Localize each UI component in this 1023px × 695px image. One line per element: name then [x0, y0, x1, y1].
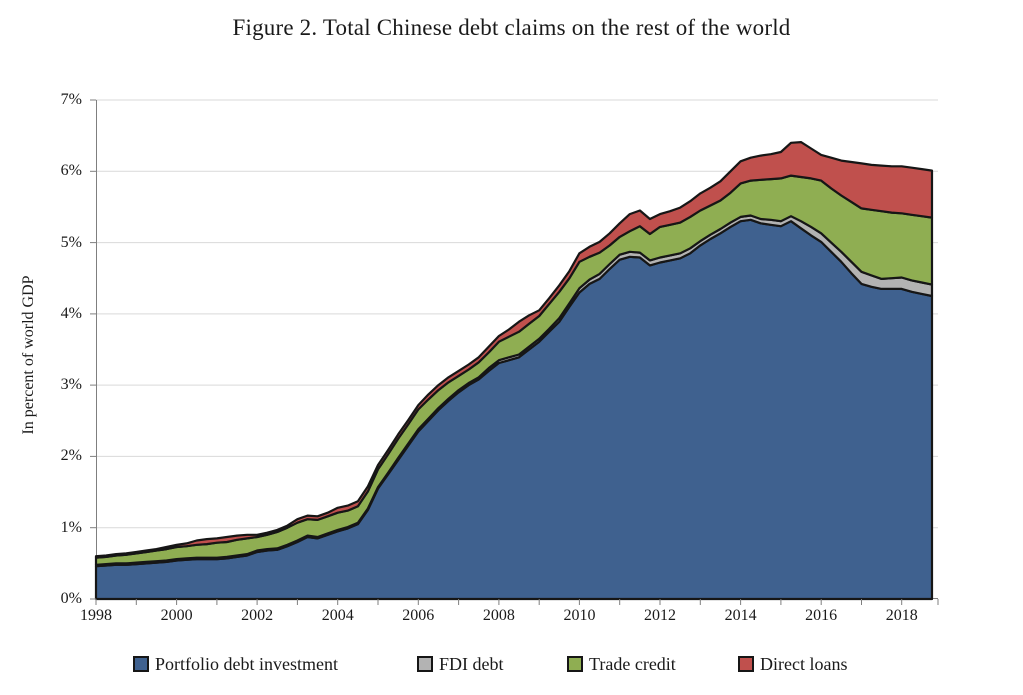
y-tick-label-1pct: 1% [60, 518, 82, 536]
y-tick-label-0pct: 0% [60, 590, 82, 607]
legend-label-fdi-debt: FDI debt [439, 653, 504, 674]
area-direct-loans [94, 140, 934, 559]
y-axis-title: In percent of world GDP [20, 275, 37, 435]
chart-title: Figure 2. Total Chinese debt claims on t… [232, 15, 791, 40]
plot-area [90, 99, 939, 605]
x-tick-label-2016: 2016 [805, 607, 838, 624]
x-tick-label-2018: 2018 [885, 607, 918, 624]
x-tick-label-2000: 2000 [160, 607, 193, 624]
legend-item-portfolio-debt-investment: Portfolio debt investment [133, 653, 338, 675]
y-tick-label-4pct: 4% [60, 304, 82, 322]
legend-swatch-portfolio-debt-investment [133, 656, 149, 672]
x-tick-label-2004: 2004 [321, 607, 354, 624]
x-tick-label-2010: 2010 [563, 607, 596, 624]
legend-label-portfolio-debt-investment: Portfolio debt investment [155, 653, 338, 674]
x-tick-label-2008: 2008 [482, 607, 515, 624]
x-tick-label-2006: 2006 [402, 607, 435, 624]
legend-item-direct-loans: Direct loans [738, 653, 847, 675]
y-tick-label-3pct: 3% [60, 376, 82, 394]
x-tick-label-1998: 1998 [80, 607, 112, 624]
legend-label-direct-loans: Direct loans [760, 653, 848, 674]
y-tick-label-6pct: 6% [60, 162, 82, 180]
y-tick-label-2pct: 2% [60, 447, 82, 465]
x-tick-label-2002: 2002 [241, 607, 274, 624]
legend-swatch-fdi-debt [417, 656, 433, 672]
x-tick-label-2012: 2012 [644, 607, 677, 624]
x-tick-label-2014: 2014 [724, 607, 757, 624]
legend-swatch-trade-credit [567, 656, 583, 672]
legend-item-fdi-debt: FDI debt [417, 653, 504, 675]
legend-swatch-direct-loans [738, 656, 754, 672]
y-tick-label-5pct: 5% [60, 233, 82, 251]
legend-item-trade-credit: Trade credit [567, 653, 676, 675]
y-tick-label-7pct: 7% [60, 91, 82, 108]
legend-label-trade-credit: Trade credit [589, 653, 676, 674]
